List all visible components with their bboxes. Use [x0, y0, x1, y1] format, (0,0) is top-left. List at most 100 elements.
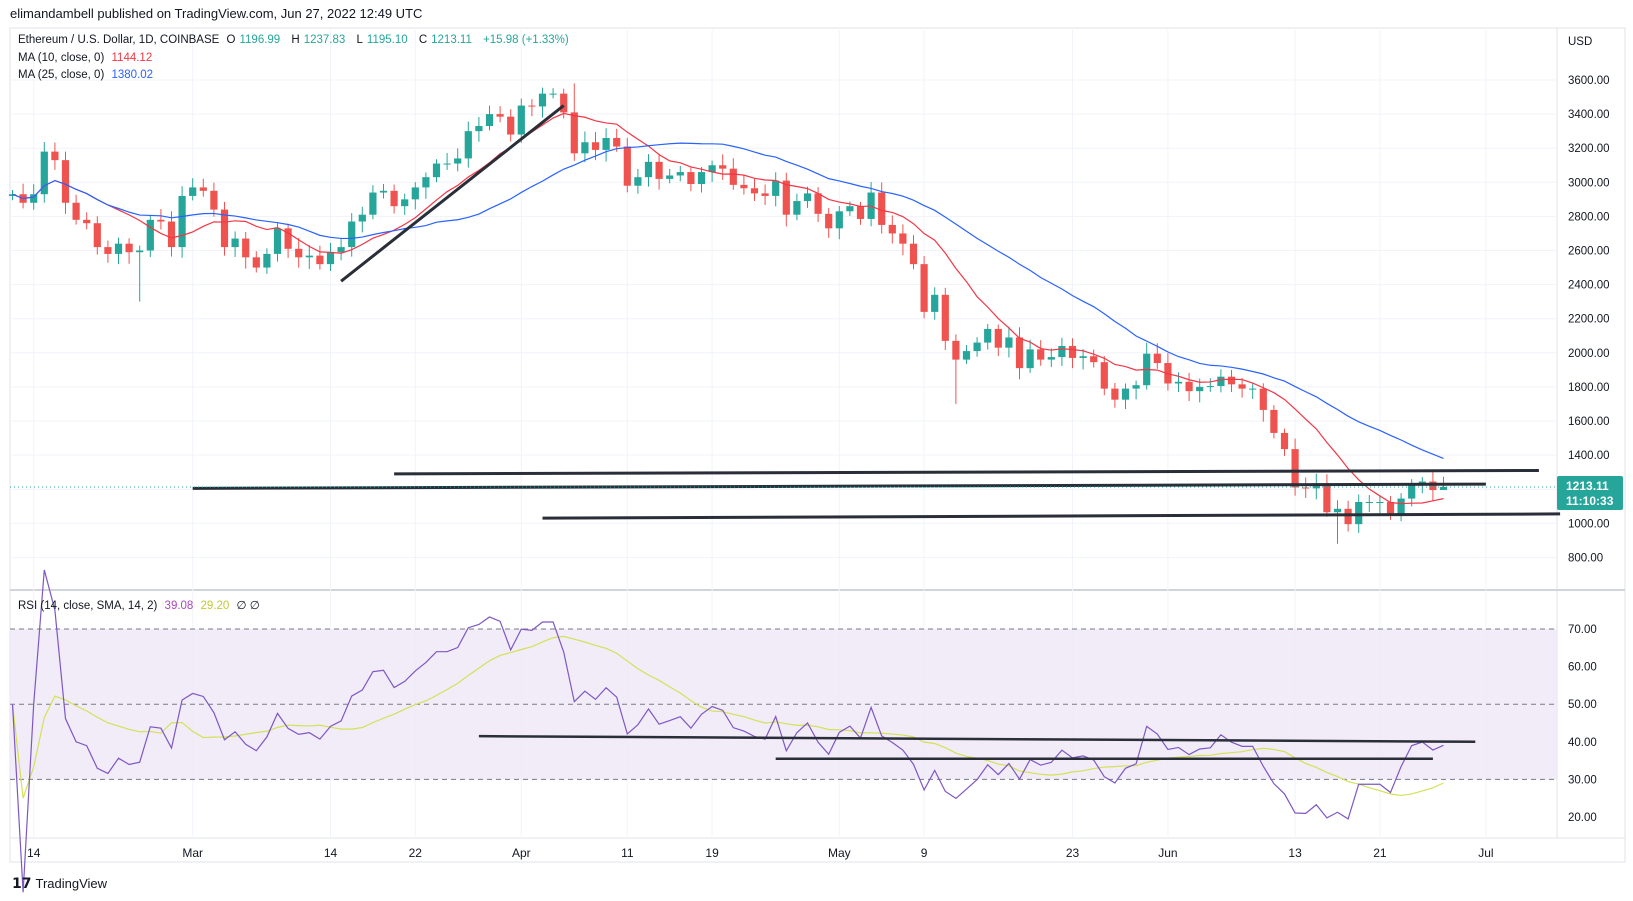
ma10-legend[interactable]: MA (10, close, 0) 1144.12: [18, 52, 156, 64]
candle-body: [1015, 337, 1024, 369]
candle-body: [104, 247, 112, 254]
candle-body: [623, 146, 631, 186]
candle: [1302, 477, 1310, 498]
candle-body: [273, 228, 282, 254]
ma25-line: [12, 142, 1444, 459]
candle-body: [931, 294, 939, 312]
candle: [1323, 474, 1331, 517]
candle: [994, 324, 1002, 357]
candle: [1047, 348, 1055, 368]
candle: [570, 83, 578, 161]
rsi-sma-value: 29.20: [200, 600, 230, 612]
candle: [167, 211, 176, 257]
candle-body: [210, 190, 218, 210]
candle: [83, 212, 91, 230]
candle: [1026, 339, 1034, 373]
candle: [316, 245, 324, 270]
candle: [740, 174, 748, 195]
candle: [1280, 428, 1289, 456]
candle-body: [337, 247, 345, 253]
candle-body: [962, 351, 971, 360]
candle-body: [803, 193, 812, 202]
candle: [1270, 405, 1278, 439]
candle-body: [411, 187, 419, 200]
candle: [326, 242, 335, 271]
candle-body: [1365, 501, 1373, 503]
candle-body: [1047, 357, 1055, 360]
candle-body: [61, 160, 70, 203]
candle: [496, 106, 504, 123]
candle-body: [644, 161, 653, 178]
candle-body: [1068, 345, 1077, 358]
candle-body: [40, 151, 48, 195]
ma25-value: 1380.02: [111, 69, 154, 81]
candle: [485, 105, 494, 131]
candle-body: [1100, 362, 1108, 389]
candle-body: [814, 193, 822, 214]
x-tick-label: Jun: [1158, 846, 1177, 860]
candle-body: [517, 105, 525, 135]
chart-frame: [9, 27, 1626, 863]
candle-body: [51, 151, 59, 161]
candle: [984, 323, 992, 350]
candle: [899, 224, 907, 256]
rsi-tick-label: 50.00: [1568, 699, 1597, 711]
candle-body: [1132, 385, 1140, 389]
candle: [962, 345, 971, 364]
candle-body: [1090, 356, 1098, 363]
candle-body: [687, 172, 695, 185]
candle: [750, 178, 759, 202]
candle-body: [1185, 381, 1193, 392]
candle-body: [326, 252, 335, 265]
low-value: 1195.10: [366, 34, 408, 46]
x-tick-label: Jul: [1478, 846, 1493, 860]
price-tick-label: 2200.00: [1568, 314, 1610, 326]
rsi-label: RSI (14, close, SMA, 14, 2): [18, 600, 158, 612]
candle: [973, 337, 981, 357]
candle: [295, 237, 303, 268]
candle: [1153, 343, 1161, 369]
candle-body: [1058, 345, 1066, 358]
candle-body: [1355, 501, 1363, 525]
candle: [1068, 338, 1077, 369]
candle: [676, 165, 684, 182]
ma25-label: MA (25, close, 0): [18, 69, 105, 81]
candle-body: [666, 175, 674, 179]
candle: [61, 151, 70, 214]
ma10-label: MA (10, close, 0): [18, 52, 105, 64]
candle: [464, 121, 472, 168]
price-tick-label: 3200.00: [1568, 143, 1610, 155]
candle-body: [1376, 501, 1384, 503]
rsi-legend[interactable]: RSI (14, close, SMA, 14, 2) 39.08 29.20 …: [18, 598, 264, 612]
x-tick-label: 14: [27, 846, 41, 860]
candle: [263, 248, 271, 274]
candle-body: [899, 233, 907, 244]
candle: [189, 178, 197, 201]
candle: [803, 186, 812, 208]
candle-body: [835, 211, 843, 229]
candle: [602, 128, 610, 162]
ma10-line: [12, 112, 1444, 505]
candle-body: [390, 190, 398, 207]
candle: [920, 256, 928, 319]
open-value: 1196.99: [239, 34, 281, 46]
ma25-legend[interactable]: MA (25, close, 0) 1380.02: [18, 69, 157, 81]
high-label: H: [291, 34, 300, 46]
candle-body: [581, 142, 589, 154]
candle-body: [157, 219, 165, 222]
candle-body: [295, 248, 303, 258]
x-tick-label: 19: [705, 846, 719, 860]
candle-body: [72, 202, 80, 220]
candle-body: [1397, 498, 1405, 515]
candle-body: [496, 114, 504, 117]
candle: [390, 184, 398, 214]
candle-body: [1238, 384, 1246, 389]
candle-body: [878, 192, 886, 225]
x-tick-label: 11: [621, 846, 634, 860]
footer-brand: 𝟭𝟳 TradingView: [12, 875, 107, 892]
last-price-value: 1213.11: [1566, 479, 1609, 493]
candle: [952, 334, 960, 404]
candle-body: [676, 172, 684, 176]
rsi-line: [11, 569, 1444, 893]
